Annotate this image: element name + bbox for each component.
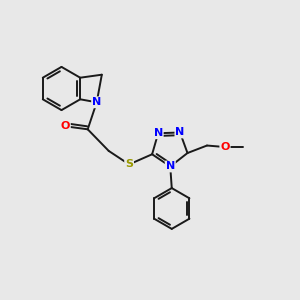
Text: N: N [166, 161, 175, 172]
Text: N: N [92, 97, 101, 107]
Text: S: S [125, 159, 133, 170]
Text: O: O [220, 142, 230, 152]
Text: N: N [176, 128, 184, 137]
Text: N: N [154, 128, 163, 138]
Text: O: O [61, 121, 70, 131]
